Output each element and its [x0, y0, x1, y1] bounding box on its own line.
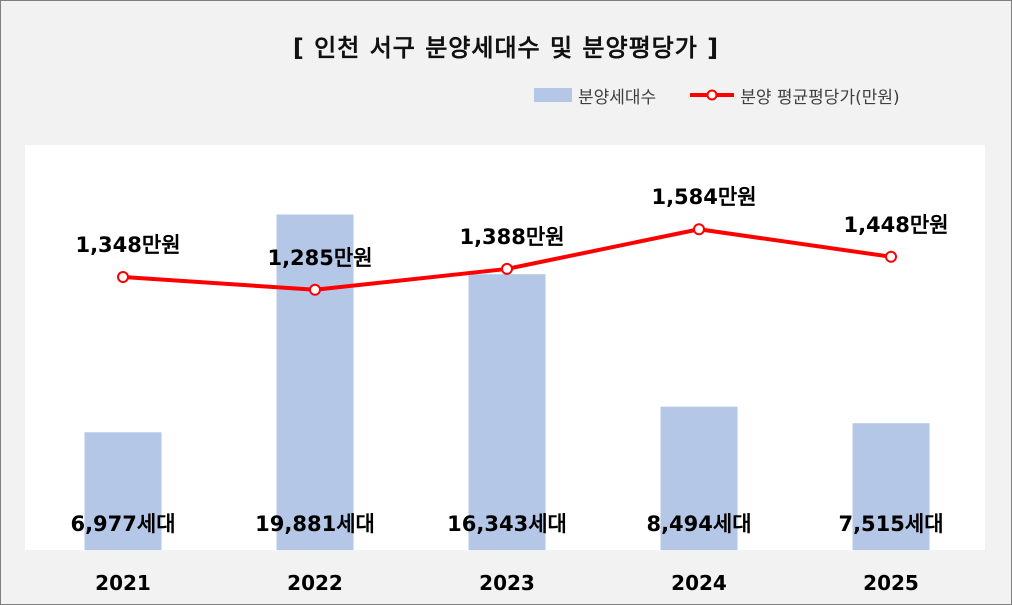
line-data-label: 1,348만원	[75, 233, 180, 257]
x-tick-label: 2024	[671, 571, 727, 595]
line-point-2023	[501, 262, 513, 275]
line-point-2025	[885, 250, 897, 263]
bar-2021	[84, 432, 162, 550]
bar-2022	[276, 214, 354, 550]
line-point-2022	[309, 283, 321, 296]
x-tick-label: 2023	[479, 571, 535, 595]
bar-data-label: 19,881세대	[255, 512, 375, 536]
bar-data-label: 16,343세대	[447, 512, 567, 536]
legend-bar-swatch	[534, 88, 572, 102]
legend-bar-label: 분양세대수	[578, 87, 657, 108]
bar-data-label: 7,515세대	[838, 512, 943, 536]
bar-2023	[468, 274, 546, 550]
line-data-label: 1,285만원	[267, 246, 372, 270]
bar-2025	[852, 423, 930, 550]
x-tick-label: 2021	[95, 571, 151, 595]
legend-item-bar: 분양세대수	[534, 83, 656, 108]
legend-item-line: 분양 평균평당가(만원)	[690, 83, 900, 108]
x-tick-label: 2025	[863, 571, 919, 595]
line-point-2021	[117, 271, 129, 284]
x-tick-label: 2022	[287, 571, 343, 595]
bar-2024	[660, 406, 738, 550]
legend-line-label: 분양 평균평당가(만원)	[740, 87, 900, 108]
legend-line-swatch	[690, 89, 735, 101]
line-data-label: 1,388만원	[459, 225, 564, 249]
line-point-2024	[693, 223, 705, 236]
line-data-label: 1,448만원	[843, 213, 948, 237]
chart-title: [ 인천 서구 분양세대수 및 분양평당가 ]	[292, 34, 720, 62]
legend: 분양세대수 분양 평균평당가(만원)	[534, 82, 934, 108]
line-data-label: 1,584만원	[651, 185, 756, 209]
bar-data-label: 6,977세대	[70, 512, 175, 536]
bar-data-label: 8,494세대	[646, 512, 751, 536]
